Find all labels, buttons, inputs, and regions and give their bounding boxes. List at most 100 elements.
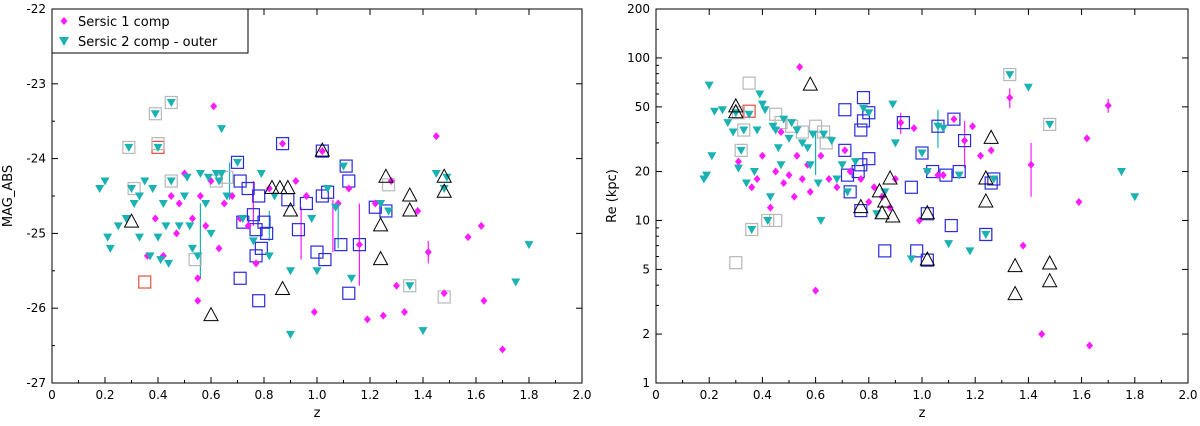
x-tick-label: 2.0 — [572, 388, 591, 402]
sersic1-point — [793, 151, 801, 160]
legend-entry-label: Sersic 1 comp — [78, 15, 170, 30]
sersic1-point — [202, 221, 210, 230]
x-tick-label: 0 — [48, 388, 56, 402]
sersic2-point — [140, 177, 150, 186]
sersic2-point — [264, 252, 274, 261]
sersic1-point — [432, 132, 440, 141]
sersic1-point — [790, 192, 798, 201]
sersic1-point — [151, 214, 159, 223]
box-mark — [843, 185, 857, 199]
sersic1-point — [780, 179, 788, 188]
triangle-mark — [436, 168, 453, 183]
sersic2-point — [384, 207, 394, 216]
sersic2-point — [286, 330, 295, 339]
box-mark — [233, 174, 247, 188]
triangle-mark — [401, 186, 418, 202]
sersic2-point — [214, 177, 224, 186]
sersic2-point — [442, 173, 452, 182]
sersic1-point — [363, 315, 371, 324]
triangle-mark — [280, 179, 296, 195]
y-tick-label: -26 — [26, 301, 46, 315]
sersic2-point — [312, 267, 322, 276]
sersic1-point — [210, 102, 218, 111]
sersic2-point — [206, 229, 216, 238]
box-mark — [220, 170, 234, 184]
box-mark — [241, 181, 255, 196]
sersic1-point — [748, 183, 756, 192]
triangle-mark — [272, 179, 288, 195]
sersic2-point — [105, 244, 115, 253]
sersic1-point — [279, 139, 287, 148]
box-mark — [979, 227, 993, 242]
sersic2-point — [954, 171, 964, 180]
sersic1-point — [798, 174, 806, 183]
sersic1-point — [252, 259, 260, 268]
sersic2-point — [906, 255, 916, 264]
box-mark — [318, 252, 332, 267]
x-tick-label: 0.6 — [806, 388, 825, 402]
box-mark — [840, 168, 855, 182]
sersic2-point — [710, 107, 720, 116]
sersic1-point — [173, 229, 181, 238]
sersic2-point — [797, 139, 807, 148]
sersic2-point — [185, 222, 195, 231]
x-tick-label: 0.6 — [201, 388, 220, 402]
sersic2-point — [843, 188, 853, 197]
sersic2-point — [113, 222, 123, 231]
y-tick-label: -24 — [26, 152, 46, 166]
sersic2-point — [127, 185, 136, 194]
sersic2-point — [779, 115, 789, 124]
box-mark — [862, 106, 876, 120]
sersic2-point — [153, 143, 163, 152]
box-mark — [769, 107, 783, 121]
sersic1-point — [167, 192, 175, 200]
triangle-mark — [123, 213, 140, 228]
sersic2-point — [723, 119, 733, 128]
box-mark — [915, 146, 929, 160]
sersic2-point — [944, 240, 954, 249]
sersic2-point — [733, 164, 743, 173]
sersic2-point — [193, 252, 203, 261]
sersic2-point — [256, 170, 266, 179]
sersic2-point — [749, 168, 759, 177]
x-tick-label: 1.0 — [912, 388, 931, 402]
y-axis-label: Re (kpc) — [605, 169, 620, 223]
sersic1-point — [400, 307, 408, 316]
sersic2-point — [1023, 83, 1033, 92]
triangle-mark — [264, 179, 280, 195]
sersic1-point — [833, 183, 841, 192]
box-mark — [249, 223, 263, 237]
box-mark — [252, 294, 266, 308]
box-mark — [920, 207, 934, 221]
sersic1-point — [1038, 330, 1046, 339]
x-tick-label: 0.8 — [254, 388, 273, 402]
sersic1-point — [318, 147, 326, 156]
sersic2-point — [819, 130, 829, 139]
triangle-mark — [372, 216, 389, 232]
x-tick-label: 2.0 — [1178, 388, 1197, 402]
x-tick-label: 1.2 — [966, 388, 985, 402]
sersic2-point — [217, 125, 227, 134]
box-mark — [254, 241, 268, 255]
y-tick-label: 10 — [635, 213, 650, 227]
sersic2-point — [182, 173, 192, 182]
sersic1-point — [1019, 241, 1027, 250]
box-mark — [920, 253, 934, 267]
sersic2-point — [760, 106, 770, 115]
sersic2-point — [524, 241, 534, 250]
triangle-mark — [727, 97, 744, 113]
box-mark — [403, 279, 417, 293]
sersic2-point — [752, 126, 762, 135]
sersic2-point — [166, 99, 176, 107]
sersic2-point — [922, 168, 932, 177]
sersic2-point — [203, 173, 213, 182]
triangle-mark — [852, 198, 869, 214]
sersic1-point — [1006, 93, 1014, 102]
sersic1-point — [865, 197, 873, 206]
sersic2-point — [731, 109, 741, 118]
box-mark — [252, 189, 266, 203]
triangle-mark — [378, 168, 394, 183]
sersic2-point — [222, 192, 232, 201]
box-mark — [275, 137, 290, 151]
